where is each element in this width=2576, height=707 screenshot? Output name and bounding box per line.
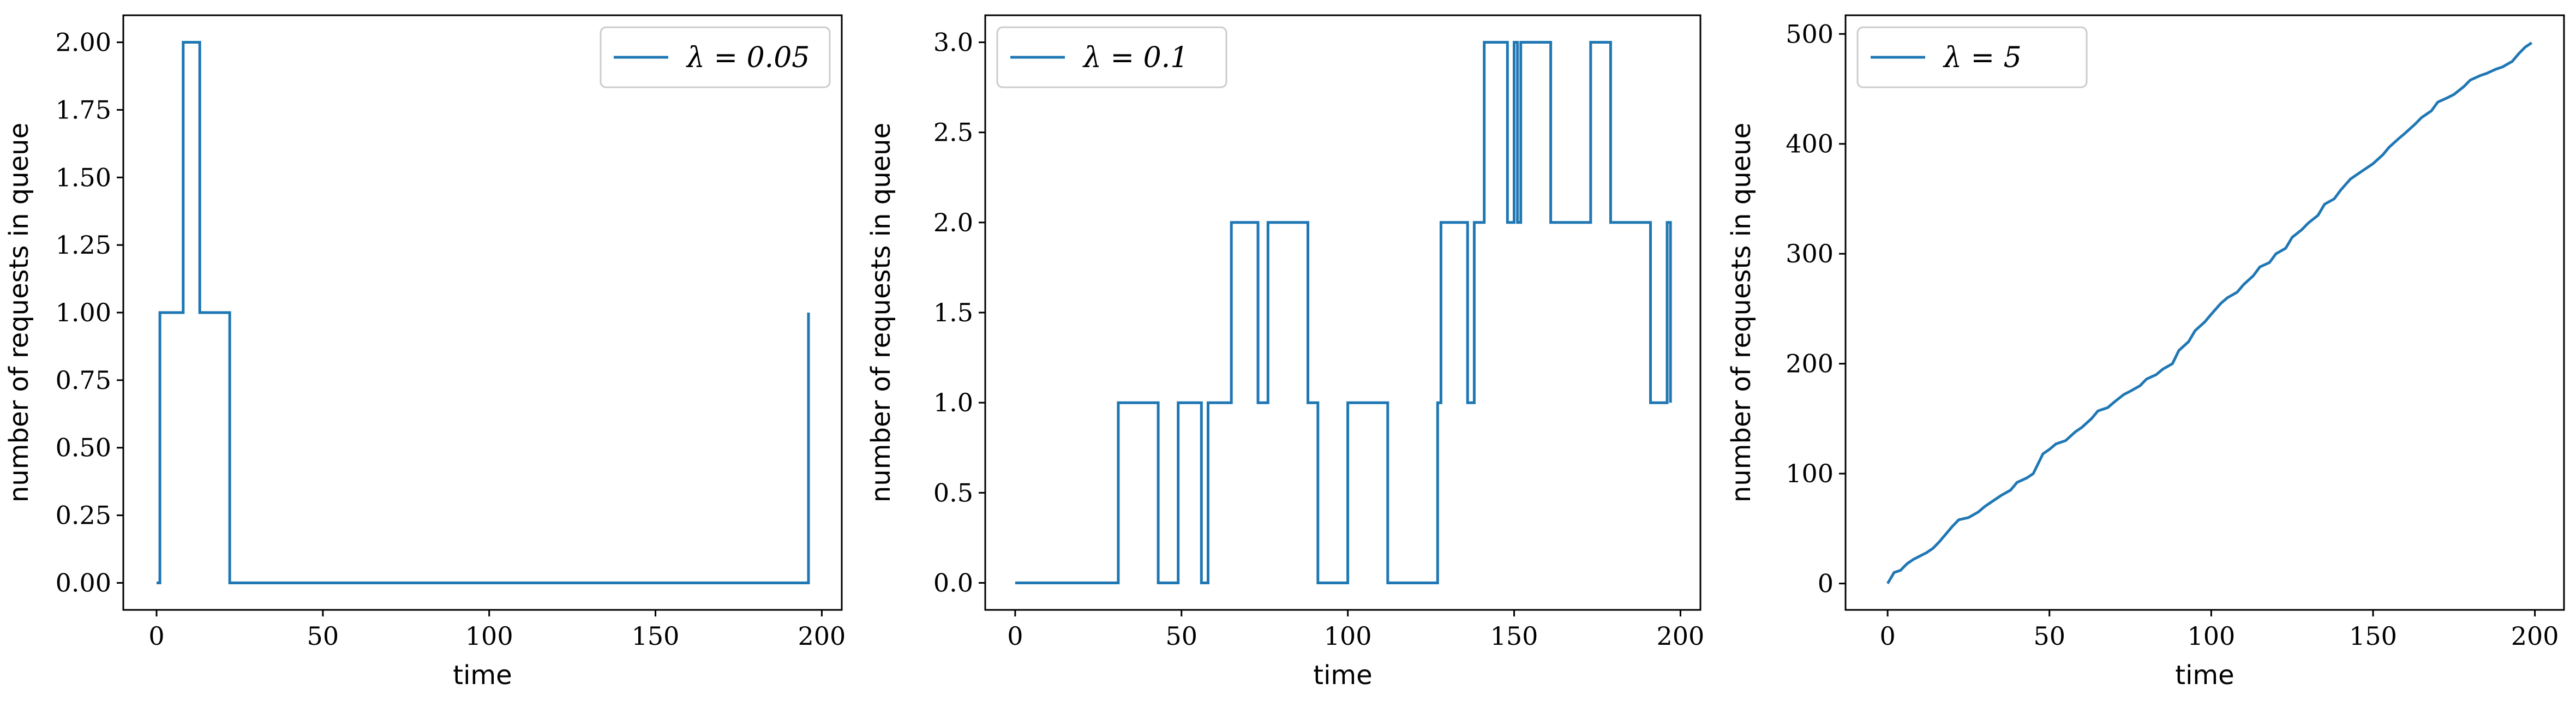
x-tick-label: 200 [1657, 621, 1705, 651]
legend-label: λ = 0.05 [686, 41, 810, 74]
x-tick-label: 200 [2511, 621, 2559, 651]
x-tick-label: 100 [1324, 621, 1372, 651]
y-tick-label: 200 [1786, 349, 1834, 379]
y-tick-label: 0.00 [56, 568, 111, 597]
axes-frame [1844, 14, 2565, 611]
y-tick-label: 0.0 [933, 568, 973, 597]
x-tick-label: 150 [632, 621, 680, 651]
x-axis-label: time [453, 660, 512, 691]
y-tick-label: 0.50 [56, 433, 111, 463]
y-tick-label: 0.25 [56, 501, 111, 530]
series-line [1015, 41, 1672, 584]
y-tick-label: 1.5 [933, 298, 973, 327]
y-axis-label: number of requests in queue [1726, 123, 1757, 502]
y-tick-label: 0.5 [933, 478, 973, 507]
x-tick-label: 0 [148, 621, 164, 651]
legend: λ = 5 [1856, 26, 2088, 88]
y-tick-label: 1.00 [56, 298, 111, 327]
axes-frame [984, 14, 1702, 611]
chart-panel-1: 0 50 100 150 200 0.00 0.25 0.50 0.75 1.00 1.25 1.50… [4, 14, 846, 691]
series-line [157, 41, 810, 584]
x-axis-label: time [1313, 660, 1372, 691]
y-tick-label: 500 [1786, 19, 1834, 49]
legend: λ = 0.05 [600, 26, 831, 88]
y-tick-label: 100 [1786, 459, 1834, 488]
y-tick-label: 300 [1786, 239, 1834, 268]
y-tick-label: 2.0 [933, 208, 973, 237]
y-tick-label: 1.75 [56, 95, 111, 124]
y-axis-label: number of requests in queue [866, 123, 896, 502]
legend-label: λ = 0.1 [1082, 41, 1188, 74]
series-line [1886, 41, 2533, 584]
x-tick-label: 50 [307, 621, 339, 651]
x-axis-label: time [2175, 660, 2234, 691]
y-tick-label: 0.75 [56, 366, 111, 395]
legend-box [1856, 26, 2088, 88]
y-tick-label: 400 [1786, 129, 1834, 159]
y-tick-label: 1.25 [56, 230, 111, 260]
x-tick-label: 150 [2349, 621, 2397, 651]
y-tick-label: 2.00 [56, 28, 111, 57]
x-tick-label: 50 [1165, 621, 1197, 651]
y-tick-label: 2.5 [933, 118, 973, 147]
x-tick-label: 0 [1007, 621, 1023, 651]
x-tick-label: 0 [1879, 621, 1895, 651]
y-tick-label: 3.0 [933, 28, 973, 57]
legend: λ = 0.1 [996, 26, 1227, 88]
x-tick-label: 100 [465, 621, 513, 651]
x-tick-label: 50 [2033, 621, 2065, 651]
y-axis-label: number of requests in queue [4, 123, 34, 502]
y-tick-label: 0 [1818, 569, 1834, 598]
x-tick-label: 150 [1490, 621, 1538, 651]
x-tick-label: 200 [798, 621, 846, 651]
x-tick-label: 100 [2187, 621, 2235, 651]
legend-label: λ = 5 [1943, 41, 2022, 74]
chart-panel-2: 0 50 100 150 200 0.0 0.5 1.0 1.5 2.0 2.5 3.0 time num… [866, 14, 1705, 691]
y-tick-label: 1.0 [933, 388, 973, 417]
legend-box [996, 26, 1227, 88]
y-tick-label: 1.50 [56, 163, 111, 192]
chart-panel-3: 0 50 100 150 200 0 100 200 300 400 500 time number o… [1726, 14, 2565, 691]
legend-box [600, 26, 831, 88]
